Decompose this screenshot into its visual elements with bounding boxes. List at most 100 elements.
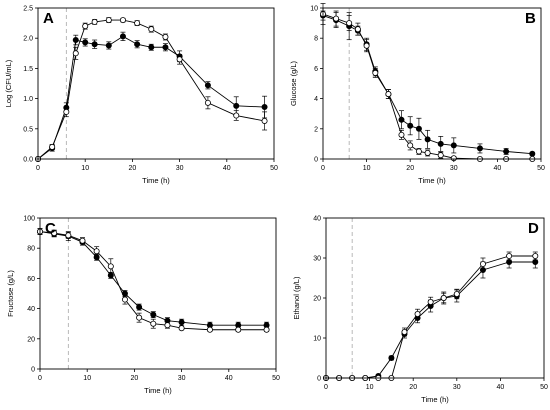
x-tick-label: 0 — [38, 375, 42, 382]
data-point-open — [134, 20, 141, 27]
series-line — [37, 19, 265, 160]
data-point-filled — [415, 125, 422, 132]
data-point-filled — [261, 104, 268, 111]
x-tick-label: 20 — [131, 375, 139, 382]
series-open — [322, 251, 539, 381]
x-tick-label: 50 — [540, 384, 548, 391]
data-point-open — [354, 26, 361, 33]
x-tick-label: 50 — [272, 375, 280, 382]
panel-label: A — [43, 10, 54, 27]
data-point-filled — [134, 41, 141, 48]
panel-label: D — [528, 220, 539, 237]
series-line — [322, 15, 533, 155]
data-point-filled — [162, 44, 169, 51]
data-point-open — [424, 149, 431, 156]
y-axis-label: Log (CFU/mL) — [4, 59, 13, 107]
y-tick-label: 4 — [314, 96, 318, 103]
x-tick-label: 40 — [497, 384, 505, 391]
data-point-open — [107, 263, 114, 270]
series-filled — [35, 31, 268, 162]
series-line — [326, 255, 536, 379]
y-tick-label: 0.0 — [23, 157, 33, 164]
y-tick-label: 60 — [27, 276, 35, 283]
data-point-filled — [233, 102, 240, 109]
y-axis-label: Glucose (g/L) — [289, 60, 298, 106]
x-tick-label: 50 — [537, 165, 545, 172]
y-tick-label: 20 — [27, 336, 35, 343]
data-point-open — [346, 20, 353, 27]
data-point-filled — [82, 39, 89, 46]
data-point-filled — [529, 150, 536, 157]
data-point-open — [91, 18, 98, 25]
data-point-open — [51, 230, 58, 237]
x-tick-label: 40 — [223, 165, 231, 172]
x-tick-label: 30 — [178, 375, 186, 382]
series-filled — [322, 255, 539, 381]
panel-a: 0 10 20 30 40 50 0.0 0.5 1.0 1.5 2.0 2.5 Time (h) Log… — [4, 6, 278, 186]
data-point-filled — [148, 44, 155, 51]
y-tick-label: 1.0 — [23, 96, 33, 103]
y-tick-label: 2.0 — [23, 36, 33, 43]
series-line — [326, 261, 536, 379]
data-point-open — [204, 99, 211, 106]
data-point-open — [162, 33, 169, 40]
data-point-open — [532, 252, 539, 259]
data-point-open — [385, 91, 392, 98]
y-tick-label: 2 — [314, 126, 318, 133]
data-point-filled — [476, 145, 483, 152]
panel-d: 0 10 20 30 40 50 0 10 20 30 40 Time (h) Ethanol (g/L… — [292, 216, 548, 405]
x-tick-label: 40 — [225, 375, 233, 382]
y-tick-label: 6 — [314, 66, 318, 73]
data-point-open — [398, 131, 405, 138]
data-point-open — [72, 50, 79, 57]
series-filled — [319, 10, 536, 157]
data-point-open — [415, 148, 422, 155]
data-point-filled — [437, 140, 444, 147]
x-axis-label: Time (h) — [421, 395, 449, 404]
panel-b: 0 10 20 30 40 50 0 2 4 6 8 10 Time (h) Glucose (g/L) B — [289, 3, 545, 185]
data-point-open — [136, 314, 143, 321]
data-point-open — [176, 56, 183, 63]
y-tick-label: 0 — [314, 157, 318, 164]
x-tick-label: 0 — [321, 165, 325, 172]
x-tick-label: 30 — [176, 165, 184, 172]
data-point-filled — [407, 122, 414, 129]
x-tick-label: 30 — [450, 165, 458, 172]
data-point-filled — [204, 82, 211, 89]
data-point-open — [427, 298, 434, 305]
data-point-open — [506, 252, 513, 259]
y-tick-label: 2.5 — [23, 6, 33, 13]
data-point-open — [178, 325, 185, 332]
x-tick-label: 10 — [363, 165, 371, 172]
data-point-filled — [450, 142, 457, 149]
y-tick-label: 1.5 — [23, 66, 33, 73]
data-point-open — [333, 15, 340, 22]
panel-c: 0 10 20 30 40 50 0 20 40 60 80 100 Time (h) Fructose … — [6, 216, 280, 396]
x-axis-label: Time (h) — [418, 176, 446, 185]
data-point-open — [453, 290, 460, 297]
y-tick-label: 0.5 — [23, 126, 33, 133]
series-open — [35, 17, 268, 162]
x-tick-label: 0 — [36, 165, 40, 172]
x-tick-label: 30 — [453, 384, 461, 391]
x-tick-label: 20 — [409, 384, 417, 391]
data-point-open — [363, 42, 370, 49]
data-point-open — [63, 108, 70, 115]
data-point-filled — [91, 41, 98, 48]
panel-label: C — [45, 220, 56, 237]
x-tick-label: 10 — [81, 165, 89, 172]
plot-frame — [37, 7, 275, 160]
plot-frame — [325, 217, 545, 379]
data-point-filled — [72, 37, 79, 44]
y-tick-label: 40 — [27, 306, 35, 313]
y-tick-label: 40 — [313, 216, 321, 223]
data-point-open — [150, 320, 157, 327]
x-tick-label: 40 — [494, 165, 502, 172]
data-point-filled — [424, 136, 431, 143]
plot-frame — [39, 217, 277, 370]
data-point-open — [206, 326, 213, 333]
data-point-open — [372, 69, 379, 76]
x-axis-label: Time (h) — [144, 386, 172, 395]
panel-label: B — [525, 10, 536, 27]
